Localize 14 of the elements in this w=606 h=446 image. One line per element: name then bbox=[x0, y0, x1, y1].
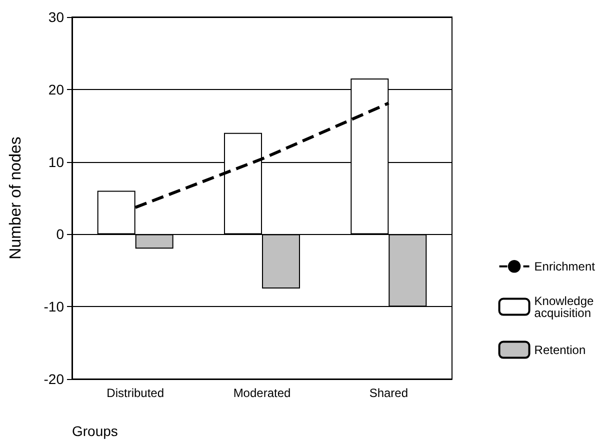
x-tick-label: Shared bbox=[369, 386, 408, 400]
legend-label: Knowledge acquisition bbox=[534, 294, 598, 320]
x-tick-label: Distributed bbox=[106, 386, 164, 400]
y-axis-title: Number of nodes bbox=[8, 136, 24, 260]
x-axis-title: Groups bbox=[72, 423, 118, 439]
x-tick-label: Moderated bbox=[233, 386, 291, 400]
y-tick-label: 20 bbox=[48, 81, 64, 98]
legend-label: Enrichment bbox=[534, 259, 596, 274]
y-tick-label: -10 bbox=[44, 298, 64, 315]
y-tick-label: -20 bbox=[44, 371, 64, 387]
legend-label: Retention bbox=[534, 342, 586, 357]
y-tick-label: 0 bbox=[56, 226, 64, 242]
y-tick-label: 30 bbox=[48, 9, 64, 25]
y-tick-label: 10 bbox=[48, 154, 64, 170]
